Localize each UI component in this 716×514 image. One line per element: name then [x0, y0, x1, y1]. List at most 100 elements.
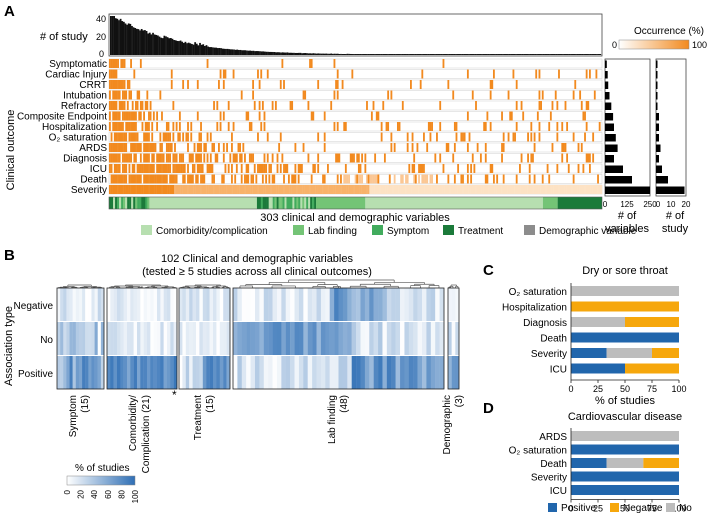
x-tick-label: 25 [593, 504, 603, 514]
top-study-bar [126, 24, 128, 55]
association-cell [268, 356, 273, 389]
association-cell [192, 322, 197, 355]
heat-cell [483, 185, 486, 194]
heat-cell [139, 174, 142, 184]
category-cell [137, 197, 140, 209]
heat-cell [117, 185, 119, 194]
heat-cell [484, 122, 487, 131]
association-cell [334, 356, 339, 389]
heat-cell [235, 164, 238, 173]
heat-cell [567, 164, 570, 173]
top-study-bar [570, 54, 572, 55]
heat-cell [201, 185, 204, 194]
top-study-bar [589, 54, 592, 55]
vars-bar [605, 144, 618, 152]
vars-bar [605, 165, 623, 173]
top-study-bar [171, 38, 174, 55]
heat-cell [364, 153, 367, 163]
heat-cell [193, 185, 196, 194]
heat-cell [432, 185, 435, 194]
heat-cell [117, 59, 119, 68]
heat-cell [240, 153, 243, 163]
top-study-bar [489, 54, 491, 55]
heat-cell [110, 153, 113, 163]
heat-cell [165, 164, 168, 173]
heat-cell [229, 153, 232, 163]
association-cell [213, 288, 217, 321]
heat-cell [245, 164, 248, 173]
heat-cell [427, 122, 430, 131]
vars-bar [605, 186, 650, 194]
heat-cell [203, 185, 206, 194]
heat-cell [113, 111, 116, 121]
top-study-bar [132, 27, 135, 55]
x-tick-label: 0 [568, 504, 573, 514]
heat-cell [148, 132, 150, 142]
association-cell [254, 356, 260, 389]
heat-cell [113, 132, 116, 142]
heat-cell [170, 185, 173, 194]
category-cell [139, 197, 142, 209]
heat-cell [297, 174, 300, 184]
category-segment [365, 197, 543, 209]
association-cell [82, 288, 86, 321]
association-cell [57, 322, 61, 355]
heat-cell [564, 185, 567, 194]
association-cell [137, 322, 141, 355]
top-study-bar [408, 54, 410, 55]
association-cell [451, 322, 456, 355]
heat-cell [491, 164, 494, 173]
association-cell [241, 322, 247, 355]
heat-cell [149, 143, 152, 152]
heat-cell [309, 185, 311, 194]
stacked-bar-segment [652, 348, 679, 358]
association-cell [206, 288, 210, 321]
association-cell [157, 356, 161, 389]
heat-cell [478, 185, 481, 194]
association-cell [316, 322, 322, 355]
heat-cell [161, 143, 163, 152]
heat-cell [156, 185, 159, 194]
association-cell [241, 356, 247, 389]
outcome-label: Symptomatic [49, 59, 107, 70]
heat-cell [113, 101, 116, 110]
top-study-bar [246, 50, 248, 55]
association-cell [338, 322, 344, 355]
heat-cell [538, 90, 541, 100]
heat-cell [219, 69, 222, 79]
top-study-bar [328, 53, 331, 55]
heat-cell [117, 174, 119, 184]
heat-cell [514, 185, 516, 194]
category-cell [294, 197, 297, 209]
association-cell [404, 356, 410, 389]
top-study-bar [596, 54, 598, 55]
heat-cell [317, 164, 320, 173]
top-study-bar [317, 53, 320, 55]
top-study-bar [372, 54, 375, 55]
top-study-bar [293, 52, 295, 55]
heat-cell [135, 122, 137, 131]
top-study-bar [210, 47, 213, 55]
heat-cell [115, 185, 118, 194]
heat-cell [588, 153, 591, 163]
heat-cell [281, 59, 284, 68]
heat-cell [354, 185, 357, 194]
heat-cell [515, 101, 518, 110]
top-study-bar [144, 30, 146, 55]
heat-cell [336, 185, 339, 194]
heat-cell [309, 59, 311, 68]
heat-cell [279, 80, 282, 89]
association-cell [422, 322, 427, 355]
heat-cell [161, 153, 163, 163]
heat-cell [400, 185, 403, 194]
heat-cell [125, 164, 128, 173]
heat-cell [258, 185, 261, 194]
heat-cell [112, 90, 115, 100]
heat-cell [162, 153, 165, 163]
heat-cell [198, 164, 201, 173]
heat-cell [126, 111, 129, 121]
heat-cell [178, 132, 181, 142]
right-vars-label-1: # of [618, 210, 637, 222]
heat-cell [327, 185, 329, 194]
association-cell [182, 356, 186, 389]
